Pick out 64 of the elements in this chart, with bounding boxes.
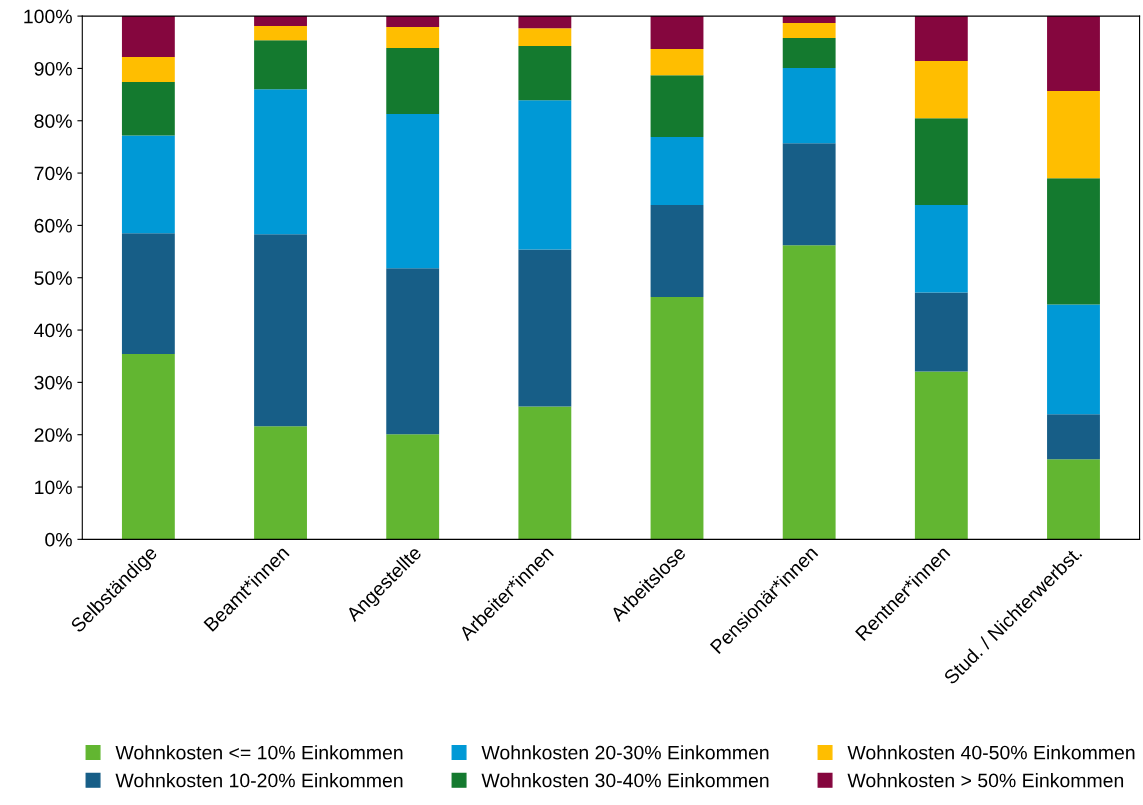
bar [518, 100, 572, 250]
bar [121, 135, 175, 234]
bar [386, 268, 440, 435]
bar [650, 136, 704, 205]
bar [254, 426, 307, 540]
y-tick-label: 90% [34, 61, 72, 76]
bar [914, 118, 968, 205]
y-tick-label: 10% [35, 480, 72, 495]
bar [914, 16, 968, 62]
y-tick-label: 100% [24, 9, 72, 24]
bar [254, 26, 307, 41]
y-tick-label: 20% [34, 428, 72, 442]
bar [386, 113, 440, 269]
bar [254, 89, 307, 235]
bar [1047, 304, 1100, 415]
bar [386, 48, 440, 114]
bar [518, 249, 572, 407]
bar [386, 16, 440, 28]
bar [121, 56, 175, 83]
legend-label: Wohnkosten 30-40% Einkommen [481, 773, 769, 788]
bar [782, 245, 836, 540]
y-tick-label: 40% [34, 323, 72, 338]
bar [518, 45, 572, 101]
bar [650, 204, 704, 298]
y-tick-label: 80% [34, 114, 72, 128]
bar [914, 61, 968, 119]
bar [386, 27, 440, 49]
y-tick-label: 70% [34, 166, 72, 181]
bar [1047, 90, 1100, 179]
bar [914, 292, 968, 372]
bar [254, 234, 307, 427]
legend-label: Wohnkosten > 50% Einkommen [847, 773, 1124, 788]
y-tick-label: 0% [45, 532, 72, 547]
bar [1047, 414, 1100, 460]
bar [121, 82, 175, 136]
bar [518, 28, 572, 46]
bar [782, 143, 836, 246]
legend-label: Wohnkosten 40-50% Einkommen [847, 745, 1135, 760]
bar [254, 16, 307, 27]
bar [650, 75, 704, 137]
bar [121, 233, 175, 355]
bar [1047, 459, 1100, 540]
bar [518, 16, 572, 29]
bar [1047, 178, 1100, 305]
bar [782, 38, 836, 68]
bar [914, 204, 968, 293]
bar [782, 22, 836, 39]
bar [1047, 16, 1100, 91]
bar [650, 16, 704, 50]
y-tick-label: 50% [34, 271, 72, 285]
legend-label: Wohnkosten 20-30% Einkommen [481, 745, 769, 760]
y-tick-label: 30% [34, 375, 72, 390]
bar [121, 354, 175, 540]
legend-label: Wohnkosten <= 10% Einkommen [115, 745, 403, 760]
bar [518, 406, 572, 540]
bar [121, 16, 175, 57]
y-tick-label: 60% [34, 218, 72, 233]
bar [650, 297, 704, 540]
bar [650, 49, 704, 76]
bar [782, 67, 836, 144]
bar [386, 434, 440, 540]
bar [254, 40, 307, 90]
bar [914, 371, 968, 540]
legend-label: Wohnkosten 10-20% Einkommen [115, 773, 403, 788]
